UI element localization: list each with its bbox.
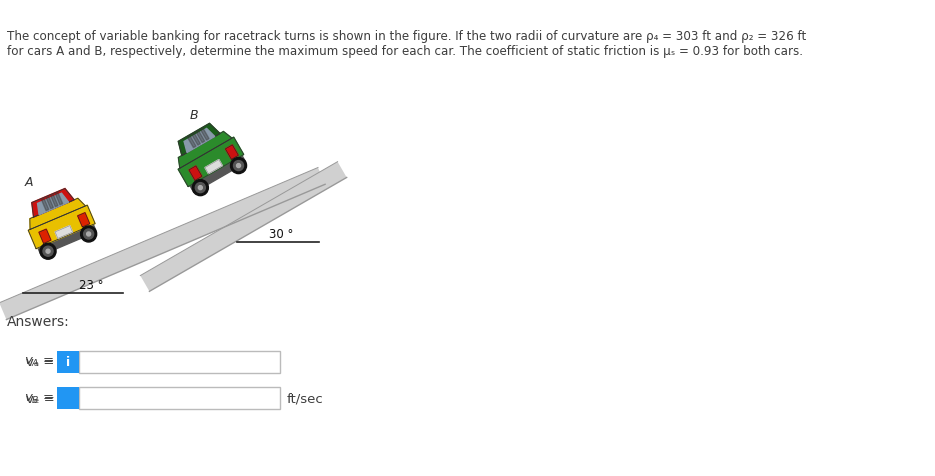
Text: $v_A$ =: $v_A$ =	[24, 356, 54, 368]
Polygon shape	[192, 134, 200, 146]
Circle shape	[87, 232, 91, 237]
Polygon shape	[30, 199, 85, 230]
Polygon shape	[32, 189, 74, 218]
Polygon shape	[179, 132, 232, 169]
Circle shape	[46, 250, 50, 254]
Text: vₑ =: vₑ =	[26, 392, 54, 405]
Text: Answers:: Answers:	[7, 314, 70, 328]
Text: A: A	[25, 176, 34, 188]
Polygon shape	[46, 197, 53, 209]
Text: ft/sec: ft/sec	[287, 392, 324, 405]
Text: ft/sec: ft/sec	[0, 475, 1, 476]
Polygon shape	[0, 168, 325, 320]
FancyBboxPatch shape	[79, 387, 280, 409]
Polygon shape	[189, 167, 202, 181]
Polygon shape	[196, 131, 205, 143]
Text: 23 °: 23 °	[79, 278, 104, 291]
Text: The concept of variable banking for racetrack turns is shown in the figure. If t: The concept of variable banking for race…	[7, 30, 807, 43]
Circle shape	[193, 180, 209, 196]
Circle shape	[237, 164, 240, 168]
Polygon shape	[37, 194, 68, 215]
Text: B: B	[190, 109, 198, 121]
Polygon shape	[140, 162, 347, 292]
Text: 30 °: 30 °	[268, 228, 294, 240]
Circle shape	[43, 247, 53, 257]
Polygon shape	[190, 156, 246, 193]
Polygon shape	[179, 124, 220, 156]
Polygon shape	[39, 229, 51, 244]
Text: for cars A and B, respectively, determine the maximum speed for each car. The co: for cars A and B, respectively, determin…	[7, 45, 803, 58]
Circle shape	[198, 186, 202, 190]
Polygon shape	[225, 146, 238, 160]
Text: vₐ =: vₐ =	[26, 356, 54, 368]
Circle shape	[195, 183, 206, 193]
Circle shape	[234, 161, 243, 171]
FancyBboxPatch shape	[57, 351, 79, 373]
Circle shape	[80, 227, 96, 242]
Polygon shape	[78, 213, 90, 228]
FancyBboxPatch shape	[57, 387, 79, 409]
Polygon shape	[179, 138, 244, 187]
Polygon shape	[184, 129, 215, 153]
Polygon shape	[38, 225, 96, 256]
Circle shape	[231, 158, 247, 174]
Polygon shape	[55, 226, 73, 239]
Polygon shape	[50, 195, 58, 208]
Polygon shape	[28, 206, 95, 249]
FancyBboxPatch shape	[79, 351, 280, 373]
Circle shape	[83, 229, 94, 239]
Text: $v_B$ =: $v_B$ =	[24, 392, 54, 405]
Text: i: i	[66, 356, 70, 368]
Polygon shape	[55, 193, 63, 205]
Text: i: i	[0, 475, 1, 476]
Polygon shape	[41, 199, 49, 211]
Polygon shape	[187, 137, 196, 149]
Circle shape	[40, 244, 56, 260]
Polygon shape	[200, 129, 209, 141]
Polygon shape	[205, 160, 223, 174]
